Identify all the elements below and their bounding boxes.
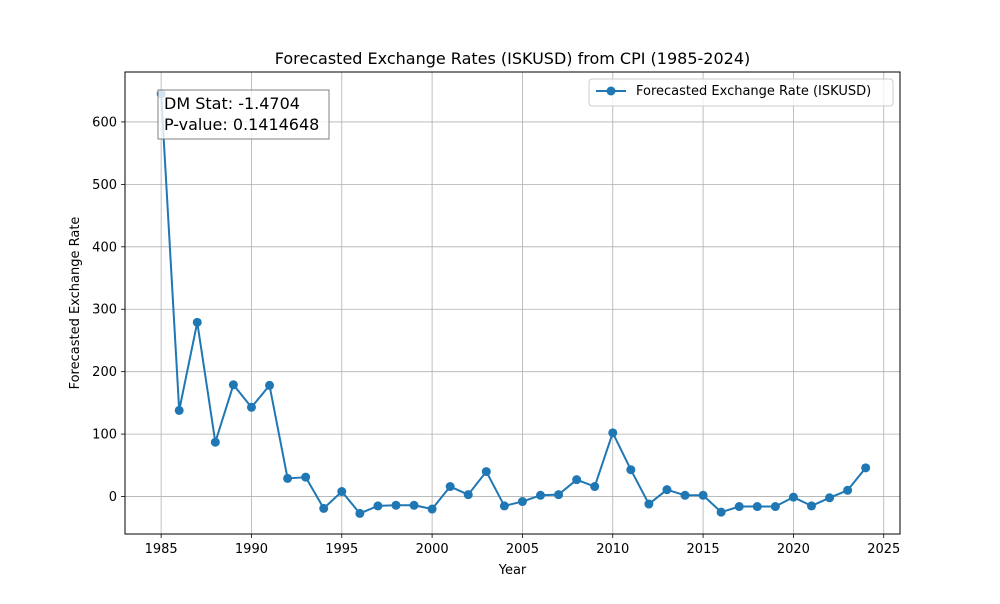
data-point xyxy=(734,502,744,512)
y-axis-label: Forecasted Exchange Rate xyxy=(68,217,83,390)
data-point xyxy=(499,501,509,511)
x-tick-label: 2000 xyxy=(416,542,449,557)
y-axis-ticks: 0 100 200 300 400 500 600 xyxy=(92,115,125,505)
data-point xyxy=(283,473,293,483)
x-axis-ticks: 1985 1990 1995 2000 2005 2010 2015 2020 2025 xyxy=(145,534,900,557)
y-tick-label: 0 xyxy=(109,490,117,505)
data-point xyxy=(174,405,184,415)
data-point xyxy=(716,507,726,517)
legend-marker-swatch xyxy=(606,86,616,96)
chart-title: Forecasted Exchange Rates (ISKUSD) from … xyxy=(275,49,751,68)
x-tick-label: 2020 xyxy=(777,542,810,557)
data-point xyxy=(337,487,347,497)
data-point xyxy=(626,465,636,475)
p-value-text: P-value: 0.1414648 xyxy=(164,115,319,134)
x-tick-label: 1995 xyxy=(325,542,358,557)
x-tick-label: 2015 xyxy=(687,542,720,557)
data-point xyxy=(590,482,600,492)
x-tick-label: 2005 xyxy=(506,542,539,557)
data-point xyxy=(481,467,491,477)
dm-stat-annotation: DM Stat: -1.4704 P-value: 0.1414648 xyxy=(157,89,330,140)
grid-lines xyxy=(125,72,900,534)
data-point xyxy=(246,402,256,412)
legend: Forecasted Exchange Rate (ISKUSD) xyxy=(588,78,894,107)
legend-frame xyxy=(588,78,894,107)
annotation-background xyxy=(157,89,330,140)
dm-stat-text: DM Stat: -1.4704 xyxy=(164,94,300,113)
data-point xyxy=(391,500,401,510)
data-point xyxy=(517,497,527,507)
data-point xyxy=(265,380,275,390)
y-tick-label: 100 xyxy=(92,428,117,443)
data-point xyxy=(770,502,780,512)
series-line xyxy=(160,93,867,515)
x-axis-label: Year xyxy=(498,563,527,578)
data-point xyxy=(536,490,546,500)
y-tick-label: 500 xyxy=(92,178,117,193)
legend-label: Forecasted Exchange Rate (ISKUSD) xyxy=(636,84,871,99)
series-layer xyxy=(156,89,871,518)
y-tick-label: 400 xyxy=(92,240,117,255)
data-point xyxy=(554,490,564,500)
data-point xyxy=(644,499,654,509)
data-point xyxy=(301,472,311,482)
data-point xyxy=(608,428,618,438)
x-tick-label: 2025 xyxy=(867,542,900,557)
data-point xyxy=(825,493,835,503)
data-point xyxy=(210,437,220,447)
data-point xyxy=(409,500,419,510)
x-tick-label: 1990 xyxy=(235,542,268,557)
data-point xyxy=(373,501,383,511)
y-tick-label: 200 xyxy=(92,365,117,380)
data-point xyxy=(445,482,455,492)
y-tick-label: 600 xyxy=(92,115,117,130)
data-point xyxy=(427,504,437,514)
data-point xyxy=(752,502,762,512)
data-point xyxy=(843,485,853,495)
plot-area-frame xyxy=(124,71,901,535)
data-point xyxy=(355,508,365,518)
data-point xyxy=(319,503,329,513)
x-tick-label: 2010 xyxy=(596,542,629,557)
data-point xyxy=(662,485,672,495)
data-point xyxy=(698,490,708,500)
data-point xyxy=(228,380,238,390)
y-tick-label: 300 xyxy=(92,303,117,318)
data-point xyxy=(192,317,202,327)
data-point xyxy=(572,475,582,485)
data-point xyxy=(861,463,871,473)
data-point xyxy=(463,490,473,500)
data-point xyxy=(788,492,798,502)
x-tick-label: 1985 xyxy=(145,542,178,557)
data-point xyxy=(806,501,816,511)
data-point xyxy=(680,490,690,500)
